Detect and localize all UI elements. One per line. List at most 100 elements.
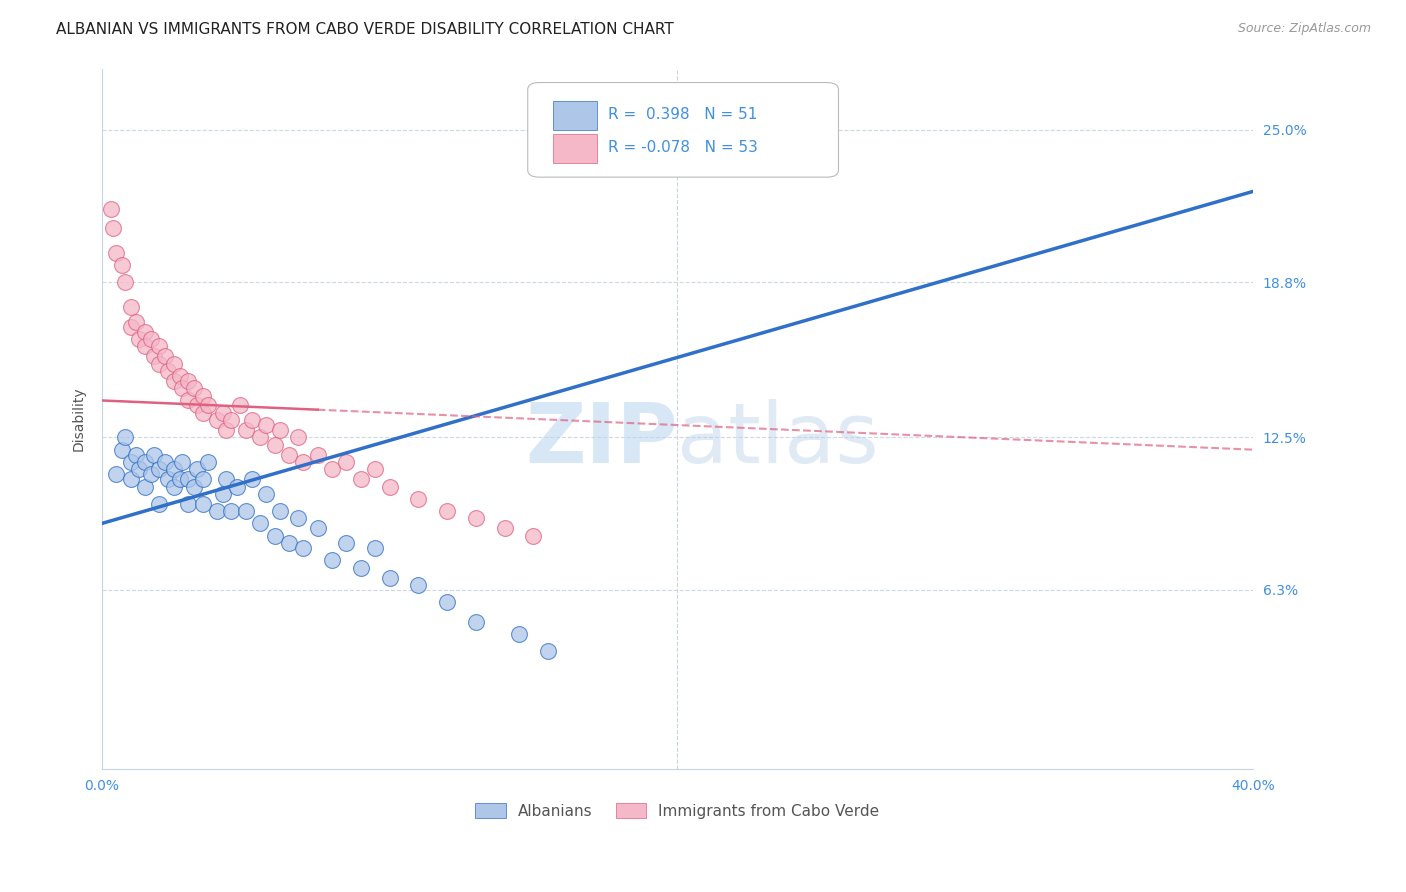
FancyBboxPatch shape	[527, 83, 838, 178]
Point	[292, 541, 315, 555]
Point	[148, 497, 170, 511]
Point	[114, 276, 136, 290]
Point	[197, 398, 219, 412]
Point	[205, 413, 228, 427]
Point	[436, 504, 458, 518]
Point	[120, 455, 142, 469]
Point	[263, 529, 285, 543]
Point	[148, 462, 170, 476]
Point	[120, 472, 142, 486]
Point	[177, 472, 200, 486]
Point	[120, 319, 142, 334]
Point	[287, 511, 309, 525]
Point	[100, 202, 122, 216]
Point	[169, 472, 191, 486]
Point	[128, 462, 150, 476]
Text: R =  0.398   N = 51: R = 0.398 N = 51	[609, 107, 758, 122]
Point	[183, 381, 205, 395]
Point	[494, 521, 516, 535]
Point	[508, 627, 530, 641]
Point	[254, 487, 277, 501]
Point	[229, 398, 252, 412]
Point	[408, 578, 430, 592]
Point	[350, 560, 373, 574]
Point	[321, 462, 343, 476]
Point	[537, 644, 560, 658]
Point	[211, 487, 233, 501]
Point	[142, 349, 165, 363]
Point	[125, 315, 148, 329]
Point	[408, 491, 430, 506]
Point	[205, 504, 228, 518]
Point	[139, 332, 162, 346]
Point	[191, 388, 214, 402]
Point	[378, 479, 401, 493]
Point	[221, 413, 243, 427]
Point	[163, 357, 186, 371]
Text: ZIP: ZIP	[524, 400, 678, 481]
Point	[226, 479, 249, 493]
Point	[350, 472, 373, 486]
Point	[148, 357, 170, 371]
Text: ALBANIAN VS IMMIGRANTS FROM CABO VERDE DISABILITY CORRELATION CHART: ALBANIAN VS IMMIGRANTS FROM CABO VERDE D…	[56, 22, 673, 37]
Point	[186, 398, 208, 412]
Point	[103, 221, 125, 235]
Point	[277, 536, 299, 550]
Point	[436, 595, 458, 609]
Point	[214, 423, 236, 437]
Point	[105, 467, 128, 482]
Point	[240, 413, 263, 427]
Point	[177, 374, 200, 388]
Point	[177, 497, 200, 511]
Point	[235, 504, 257, 518]
Point	[197, 455, 219, 469]
Point	[378, 570, 401, 584]
Point	[465, 615, 488, 629]
Point	[128, 332, 150, 346]
Point	[335, 536, 357, 550]
Text: atlas: atlas	[678, 400, 879, 481]
Point	[269, 504, 291, 518]
FancyBboxPatch shape	[553, 134, 596, 163]
Point	[254, 418, 277, 433]
Point	[235, 423, 257, 437]
Point	[186, 462, 208, 476]
Point	[522, 529, 544, 543]
Point	[134, 455, 156, 469]
Point	[134, 479, 156, 493]
Point	[307, 521, 329, 535]
Point	[139, 467, 162, 482]
Point	[249, 430, 271, 444]
Point	[214, 472, 236, 486]
Point	[134, 325, 156, 339]
Text: R = -0.078   N = 53: R = -0.078 N = 53	[609, 140, 758, 155]
Point	[155, 455, 177, 469]
Point	[105, 246, 128, 260]
Point	[114, 430, 136, 444]
Point	[148, 339, 170, 353]
Point	[172, 455, 194, 469]
Point	[307, 448, 329, 462]
Point	[277, 448, 299, 462]
Point	[335, 455, 357, 469]
Point	[191, 406, 214, 420]
Text: Source: ZipAtlas.com: Source: ZipAtlas.com	[1237, 22, 1371, 36]
Point	[211, 406, 233, 420]
Point	[287, 430, 309, 444]
Point	[120, 300, 142, 314]
Point	[221, 504, 243, 518]
Point	[111, 258, 134, 272]
Point	[155, 349, 177, 363]
Point	[191, 472, 214, 486]
Point	[134, 339, 156, 353]
Point	[183, 479, 205, 493]
Legend: Albanians, Immigrants from Cabo Verde: Albanians, Immigrants from Cabo Verde	[470, 797, 886, 825]
Point	[269, 423, 291, 437]
FancyBboxPatch shape	[553, 101, 596, 130]
Point	[125, 448, 148, 462]
Point	[157, 472, 180, 486]
Point	[163, 462, 186, 476]
Point	[364, 462, 387, 476]
Point	[292, 455, 315, 469]
Point	[240, 472, 263, 486]
